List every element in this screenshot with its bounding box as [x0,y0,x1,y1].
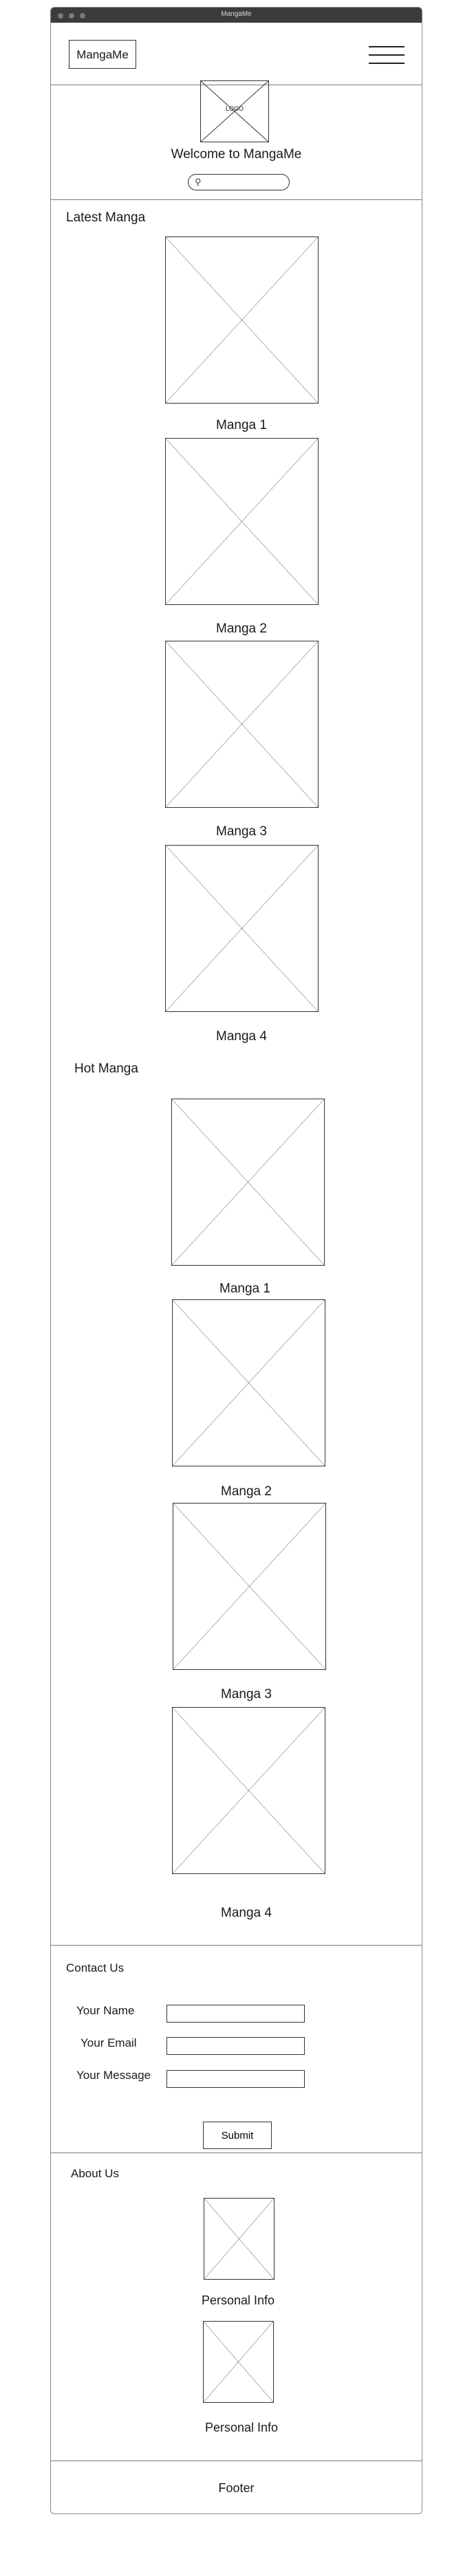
message-label: Your Message [76,2069,151,2082]
manga-cover-image[interactable] [165,641,319,808]
footer: Footer [218,2481,255,2495]
manga-title[interactable]: Manga 3 [216,824,267,839]
manga-cover-image[interactable] [165,236,319,404]
message-input[interactable] [166,2070,305,2088]
browser-window: MangaMe MangaMe LOGO Welcome to MangaMe … [50,7,422,2514]
window-title: MangaMe [221,10,252,18]
search-input[interactable]: ⚲ [188,174,290,190]
about-heading: About Us [71,2167,119,2180]
latest-manga-heading: Latest Manga [66,210,146,225]
manga-cover-image[interactable] [173,1503,326,1670]
hot-manga-heading: Hot Manga [74,1061,138,1076]
divider [51,1945,422,1946]
manga-title[interactable]: Manga 1 [216,418,267,432]
manga-cover-image[interactable] [165,438,319,605]
manga-title[interactable]: Manga 4 [221,1906,272,1920]
name-input[interactable] [166,2005,305,2023]
close-window-icon[interactable] [58,13,63,19]
person-image [203,2321,274,2403]
logo-placeholder: LOGO [200,80,269,142]
personal-info-label: Personal Info [204,2421,279,2434]
personal-info-label: Personal Info [201,2293,275,2307]
divider [51,199,422,200]
person-image [204,2198,275,2280]
manga-title[interactable]: Manga 2 [221,1484,272,1499]
search-icon: ⚲ [195,177,202,187]
manga-title[interactable]: Manga 1 [219,1281,270,1296]
hamburger-icon[interactable] [369,46,405,64]
manga-title[interactable]: Manga 2 [216,621,267,636]
manga-title[interactable]: Manga 3 [221,1687,272,1702]
manga-cover-image[interactable] [172,1707,325,1874]
submit-button[interactable]: Submit [203,2122,272,2149]
welcome-heading: Welcome to MangaMe [171,147,302,162]
minimize-window-icon[interactable] [69,13,74,19]
manga-cover-image[interactable] [171,1099,325,1266]
contact-heading: Contact Us [66,1961,125,1974]
manga-cover-image[interactable] [172,1299,325,1466]
maximize-window-icon[interactable] [80,13,85,19]
name-label: Your Name [76,2004,135,2017]
manga-cover-image[interactable] [165,845,319,1012]
email-label: Your Email [80,2036,137,2049]
email-input[interactable] [166,2037,305,2055]
manga-title[interactable]: Manga 4 [216,1029,267,1044]
logo-label: LOGO [225,105,244,113]
site-header: MangaMe [51,23,422,85]
brand-logo-link[interactable]: MangaMe [69,40,136,69]
title-bar: MangaMe [51,8,422,23]
